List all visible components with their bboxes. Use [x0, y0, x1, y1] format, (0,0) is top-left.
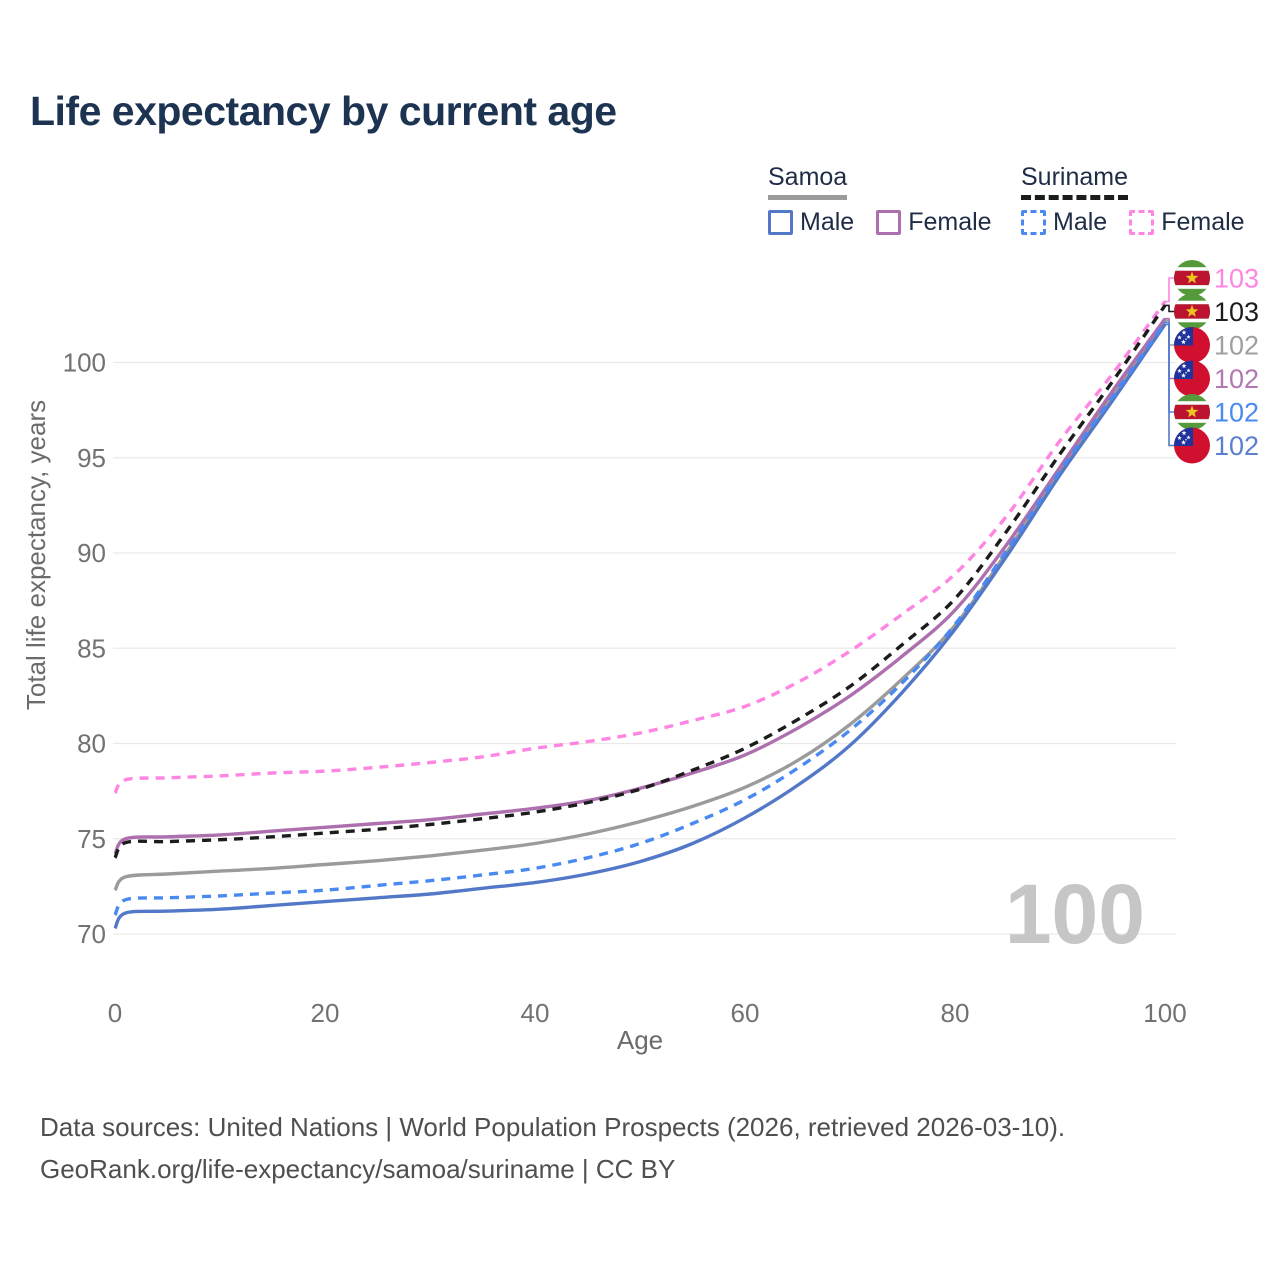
- y-tick-100: 100: [63, 348, 106, 378]
- y-axis-tick-labels: 70 75 80 85 90 95 100: [63, 348, 106, 950]
- legend-item-samoa-male[interactable]: Male: [768, 208, 854, 237]
- x-tick-60: 60: [731, 998, 760, 1028]
- suriname-male-end-value: 102: [1214, 398, 1259, 428]
- suriname-end-value: 103: [1214, 297, 1259, 327]
- samoa-end-value: 102: [1214, 331, 1259, 361]
- legend-item-label: Male: [1053, 208, 1108, 236]
- y-tick-90: 90: [77, 538, 106, 568]
- x-tick-20: 20: [311, 998, 340, 1028]
- page-title: Life expectancy by current age: [30, 88, 617, 134]
- legend-item-label: Female: [908, 208, 992, 236]
- suriname-flag-icon: [1174, 260, 1210, 296]
- y-tick-80: 80: [77, 729, 106, 759]
- footer: Data sources: United Nations | World Pop…: [40, 1106, 1065, 1190]
- legend-items-suriname: Male Female: [1021, 208, 1245, 237]
- samoa-line[interactable]: [113, 319, 1167, 892]
- y-tick-75: 75: [77, 824, 106, 854]
- samoa-male-line[interactable]: [113, 323, 1167, 930]
- footer-data-sources: Data sources: United Nations | World Pop…: [40, 1112, 1066, 1142]
- suriname-female-line[interactable]: [113, 300, 1167, 795]
- samoa-flag-icon: [1174, 361, 1210, 397]
- y-tick-70: 70: [77, 919, 106, 949]
- samoa-flag-icon: [1174, 428, 1210, 464]
- suriname-line[interactable]: [113, 304, 1167, 859]
- y-tick-85: 85: [77, 633, 106, 663]
- y-tick-95: 95: [77, 443, 106, 473]
- samoa-male-swatch-icon: [768, 210, 793, 235]
- legend-item-label: Female: [1161, 208, 1245, 236]
- legend-item-label: Male: [800, 208, 855, 236]
- samoa-male-leader-line: [1164, 323, 1174, 447]
- suriname-female-swatch-icon: [1129, 210, 1155, 235]
- samoa-male-end-value: 102: [1214, 431, 1259, 461]
- suriname-male-line[interactable]: [113, 321, 1167, 916]
- gridlines: [113, 361, 1176, 935]
- legend-item-suriname-male[interactable]: Male: [1021, 208, 1107, 237]
- age-watermark: 100: [1005, 867, 1145, 961]
- samoa-female-end-value: 102: [1214, 364, 1259, 394]
- x-axis-tick-labels: 0 20 40 60 80 100: [108, 998, 1187, 1028]
- footer-attribution: GeoRank.org/life-expectancy/samoa/surina…: [40, 1154, 676, 1184]
- legend-header-samoa[interactable]: Samoa: [768, 163, 848, 200]
- x-axis-title: Age: [617, 1025, 663, 1055]
- samoa-flag-icon: [1174, 327, 1210, 363]
- x-tick-80: 80: [941, 998, 970, 1028]
- x-tick-0: 0: [108, 998, 122, 1028]
- suriname-male-swatch-icon: [1021, 210, 1046, 235]
- samoa-female-swatch-icon: [876, 210, 902, 235]
- legend-item-suriname-female[interactable]: Female: [1129, 208, 1245, 237]
- legend-group-suriname: Suriname Male Female: [1021, 163, 1245, 237]
- suriname-flag-icon: [1174, 394, 1210, 430]
- legend-group-samoa: Samoa Male Female: [768, 163, 992, 237]
- series-lines: [113, 300, 1167, 930]
- y-axis-title: Total life expectancy, years: [21, 400, 51, 710]
- suriname-female-leader-line: [1164, 277, 1174, 303]
- x-tick-100: 100: [1143, 998, 1186, 1028]
- suriname-flag-icon: [1174, 294, 1210, 330]
- suriname-female-end-value: 103: [1214, 264, 1259, 294]
- legend-header-suriname[interactable]: Suriname: [1021, 163, 1128, 200]
- suriname-leader-line: [1164, 304, 1174, 313]
- legend-items-samoa: Male Female: [768, 208, 992, 237]
- legend-item-samoa-female[interactable]: Female: [876, 208, 992, 237]
- x-tick-40: 40: [521, 998, 550, 1028]
- samoa-female-line[interactable]: [113, 317, 1167, 855]
